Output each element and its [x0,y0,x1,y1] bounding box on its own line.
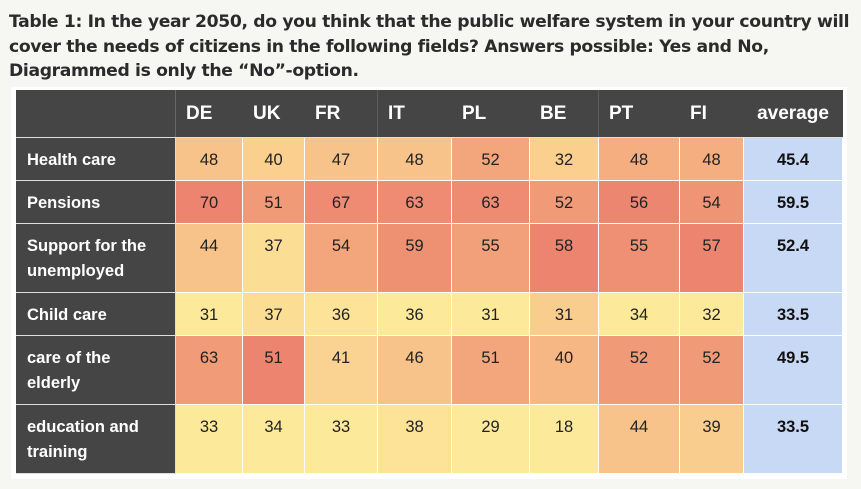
average-cell: 45.4 [743,137,843,181]
heat-cell: 46 [377,335,452,405]
heat-cell: 48 [175,137,243,181]
heat-cell: 59 [377,223,452,293]
row-label: education and training [16,404,176,474]
heat-cell: 52 [598,335,680,405]
average-cell: 52.4 [743,223,843,293]
table-row: Support for the unemployed 44 37 54 59 55 58 55… [16,223,843,293]
average-cell: 33.5 [743,292,843,336]
heat-cell: 47 [304,137,378,181]
heat-cell: 56 [598,180,680,224]
heat-cell: 51 [242,335,305,405]
heat-cell: 54 [679,180,744,224]
header-row: DE UK FR IT PL BE PT FI average [16,90,843,138]
heat-cell: 37 [242,223,305,293]
row-label: Pensions [16,180,176,224]
heat-cell: 36 [377,292,452,336]
table-row: Health care 48 40 47 48 52 32 48 48 45.4 [16,137,843,181]
heat-cell: 55 [451,223,530,293]
heat-cell: 40 [242,137,305,181]
heat-cell: 29 [451,404,530,474]
column-header: IT [377,90,452,138]
heat-cell: 37 [242,292,305,336]
table-row: care of the elderly 63 51 41 46 51 40 52 52 49.5 [16,335,843,405]
heat-cell: 48 [598,137,680,181]
heat-cell: 51 [451,335,530,405]
heat-cell: 44 [175,223,243,293]
heat-cell: 52 [679,335,744,405]
column-header: PL [451,90,530,138]
heat-cell: 34 [242,404,305,474]
heat-cell: 58 [529,223,599,293]
column-header: DE [175,90,243,138]
average-cell: 59.5 [743,180,843,224]
heat-cell: 40 [529,335,599,405]
heat-cell: 33 [304,404,378,474]
table-row: education and training 33 34 33 38 29 18 44 39 33… [16,404,843,474]
heat-cell: 57 [679,223,744,293]
heat-cell: 63 [377,180,452,224]
table-row: Pensions 70 51 67 63 63 52 56 54 59.5 [16,180,843,224]
heat-cell: 18 [529,404,599,474]
heat-cell: 55 [598,223,680,293]
heat-cell: 63 [451,180,530,224]
table-title: Table 1: In the year 2050, do you think … [9,12,850,81]
column-header: PT [598,90,680,138]
heat-cell: 38 [377,404,452,474]
heat-cell: 32 [679,292,744,336]
heat-cell: 39 [679,404,744,474]
heat-cell: 48 [377,137,452,181]
column-header: FR [304,90,378,138]
header-corner [16,90,176,138]
heat-cell: 70 [175,180,243,224]
heat-cell: 67 [304,180,378,224]
heat-cell: 31 [529,292,599,336]
column-header-average: average [743,90,843,138]
row-label: Child care [16,292,176,336]
heat-cell: 36 [304,292,378,336]
row-label: Support for the unemployed [16,223,176,293]
heat-cell: 31 [175,292,243,336]
average-cell: 33.5 [743,404,843,474]
heat-cell: 34 [598,292,680,336]
heat-cell: 48 [679,137,744,181]
heat-cell: 41 [304,335,378,405]
column-header: BE [529,90,599,138]
heat-cell: 52 [529,180,599,224]
table-row: Child care 31 37 36 36 31 31 34 32 33.5 [16,292,843,336]
heat-cell: 54 [304,223,378,293]
heat-cell: 32 [529,137,599,181]
heat-cell: 52 [451,137,530,181]
row-label: care of the elderly [16,335,176,405]
heat-cell: 44 [598,404,680,474]
heat-cell: 33 [175,404,243,474]
heat-cell: 51 [242,180,305,224]
heat-cell: 63 [175,335,243,405]
heatmap-table: DE UK FR IT PL BE PT FI average Health c… [16,90,843,474]
column-header: UK [242,90,305,138]
column-header: FI [679,90,744,138]
heat-cell: 31 [451,292,530,336]
row-label: Health care [16,137,176,181]
average-cell: 49.5 [743,335,843,405]
